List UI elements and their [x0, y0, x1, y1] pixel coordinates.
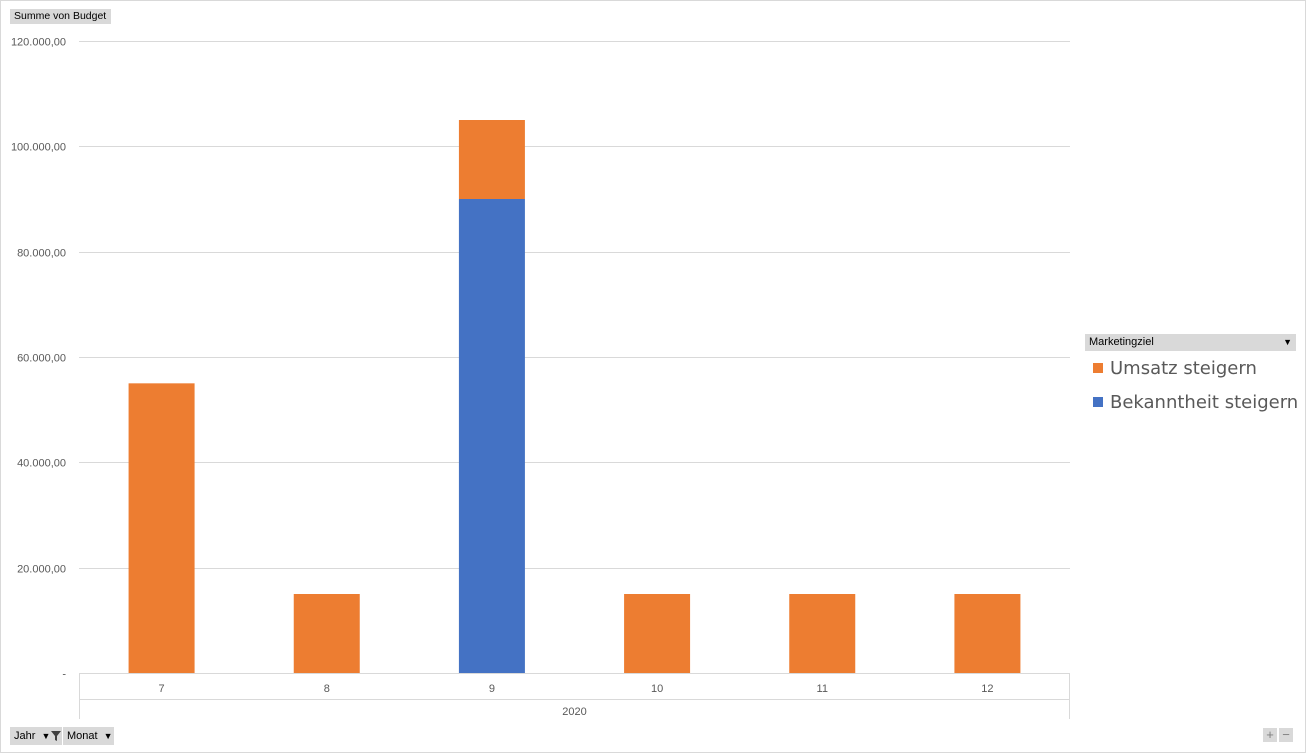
y-tick-label: 40.000,00	[17, 458, 66, 470]
x-axis: 7 8 9 10 11 12 2020	[79, 673, 1070, 719]
y-axis: - 20.000,00 40.000,00 60.000,00 80.000,00 100…	[11, 37, 66, 681]
x-tick-label: 10	[651, 683, 663, 695]
bars	[128, 120, 1021, 673]
chevron-down-icon: ▼	[103, 731, 113, 741]
expand-field-button[interactable]: +	[1263, 728, 1277, 742]
monat-field-button[interactable]: Monat ▼	[63, 727, 114, 745]
x-tick-label: 7	[159, 683, 165, 695]
jahr-field-label: Jahr	[14, 730, 36, 742]
bar-umsatz-steigern[interactable]	[789, 594, 856, 673]
y-tick-label: 60.000,00	[17, 353, 66, 365]
legend-item-bekanntheit[interactable]: Bekanntheit steigern	[1093, 391, 1298, 415]
legend-label: Umsatz steigern	[1110, 358, 1257, 379]
x-group-label: 2020	[562, 706, 586, 718]
bar-umsatz-steigern[interactable]	[128, 383, 195, 673]
y-tick-label: 100.000,00	[11, 142, 66, 154]
y-tick-label: 80.000,00	[17, 248, 66, 260]
filter-icon	[51, 731, 62, 742]
gridlines	[79, 41, 1070, 569]
chevron-down-icon: ▼	[41, 731, 51, 741]
y-tick-label: -	[62, 669, 66, 681]
bar-bekanntheit-steigern[interactable]	[458, 199, 525, 673]
bar-umsatz-steigern[interactable]	[458, 120, 525, 199]
legend-swatch	[1093, 397, 1103, 407]
legend-swatch	[1093, 363, 1103, 373]
bar-umsatz-steigern[interactable]	[624, 594, 691, 673]
values-field-label: Summe von Budget	[14, 10, 107, 22]
legend-field-button[interactable]: Marketingziel ▼	[1085, 334, 1296, 351]
x-tick-label: 8	[324, 683, 330, 695]
legend-label: Bekanntheit steigern	[1110, 392, 1299, 413]
jahr-field-button[interactable]: Jahr ▼	[10, 727, 62, 745]
values-field-button[interactable]: Summe von Budget	[10, 9, 111, 24]
x-tick-label: 12	[981, 683, 993, 695]
monat-field-label: Monat	[67, 730, 98, 742]
bar-umsatz-steigern[interactable]	[293, 594, 360, 673]
bar-umsatz-steigern[interactable]	[954, 594, 1021, 673]
y-tick-label: 20.000,00	[17, 564, 66, 576]
y-tick-label: 120.000,00	[11, 37, 66, 49]
x-tick-label: 11	[817, 683, 828, 695]
x-tick-label: 9	[489, 683, 495, 695]
legend-item-umsatz[interactable]: Umsatz steigern	[1093, 357, 1257, 381]
chevron-down-icon: ▼	[1283, 337, 1292, 347]
legend-field-label: Marketingziel	[1089, 336, 1154, 348]
collapse-field-button[interactable]: −	[1279, 728, 1293, 742]
